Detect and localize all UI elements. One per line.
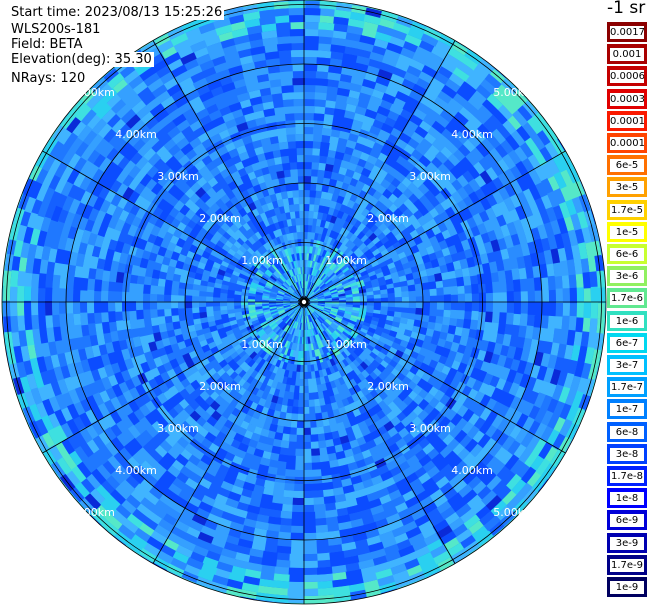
legend-item-label: 1e-6 <box>610 314 644 328</box>
range-ring-label: 5.00km <box>493 506 535 519</box>
field-cells <box>4 7 603 587</box>
range-ring-label: 5.00km <box>493 86 535 99</box>
legend-item: 6e-8 <box>607 421 647 442</box>
legend-item: 0.0006 <box>607 66 647 87</box>
legend-item: 3e-8 <box>607 443 647 464</box>
field-cells <box>9 0 604 604</box>
legend-item: 6e-9 <box>607 510 647 531</box>
range-ring-label: 3.00km <box>409 170 451 183</box>
legend-item: 1e-8 <box>607 488 647 509</box>
legend-item: 3e-6 <box>607 266 647 287</box>
legend-item-label: 6e-8 <box>610 425 644 439</box>
azimuth-spoke <box>42 301 305 454</box>
azimuth-spoke <box>303 150 566 303</box>
legend-item: 0.001 <box>607 44 647 65</box>
range-ring-labels: 1.00km 1.00km 1.00km 1.00km 2.00km 2.00km 2.00… <box>73 86 535 519</box>
legend-unit-label: -1 sr <box>607 0 646 18</box>
legend-item-label: 3e-9 <box>610 536 644 550</box>
legend-item-label: 1.7e-6 <box>610 292 644 306</box>
range-ring-label: 2.00km <box>367 380 409 393</box>
radar-origin-marker <box>298 296 310 308</box>
legend-item-label: 1.7e-5 <box>610 203 644 217</box>
legend-item: 3e-7 <box>607 355 647 375</box>
device-name-text: WLS200s-181 <box>11 22 101 37</box>
range-ring-label: 1.00km <box>241 254 283 267</box>
legend-item-label: 6e-5 <box>610 159 644 173</box>
legend-item-label: 0.0001 <box>610 137 644 150</box>
legend-item: 1e-7 <box>607 399 647 420</box>
range-ring-label: 3.00km <box>157 170 199 183</box>
legend-item: 6e-7 <box>607 332 647 353</box>
range-ring-label: 1.00km <box>241 338 283 351</box>
legend-item: 3e-9 <box>607 532 647 553</box>
legend-item-label: 6e-7 <box>610 336 644 350</box>
range-ring-label: 3.00km <box>157 422 199 435</box>
range-ring-label: 4.00km <box>115 128 157 141</box>
legend-item: 6e-6 <box>607 244 647 264</box>
legend-item-label: 3e-7 <box>610 359 644 372</box>
azimuth-spoke <box>152 301 305 564</box>
field-cells <box>3 8 604 601</box>
field-text: Field: BETA <box>11 37 83 52</box>
legend-item-label: 1e-5 <box>610 225 644 239</box>
range-ring-label: 2.00km <box>199 212 241 225</box>
legend-item: 0.0001 <box>607 133 647 153</box>
range-ring-label: 2.00km <box>367 212 409 225</box>
azimuth-spoke <box>152 40 305 303</box>
legend-item: 6e-5 <box>607 155 647 176</box>
nrays-text: NRays: 120 <box>11 71 86 86</box>
legend-item-label: 1e-7 <box>610 403 644 417</box>
start-time-text: Start time: 2023/08/13 15:25:26 <box>11 5 225 20</box>
range-ring-label: 4.00km <box>451 128 493 141</box>
range-ring-label: 2.00km <box>199 380 241 393</box>
range-ring-label: 5.00km <box>73 506 115 519</box>
legend-item: 0.00017 <box>607 110 647 131</box>
legend-item-label: 3e-6 <box>610 270 644 284</box>
range-ring-label: 4.00km <box>115 464 157 477</box>
range-ring-label: 1.00km <box>325 338 367 351</box>
legend-item-label: 6e-9 <box>610 514 644 528</box>
azimuth-spoke <box>42 150 305 303</box>
legend-item: 1e-6 <box>607 310 647 331</box>
azimuth-spoke <box>303 40 456 303</box>
range-ring-label: 1.00km <box>325 254 367 267</box>
legend-item-label: 6e-6 <box>610 248 644 261</box>
field-cells <box>6 1 592 586</box>
legend-item: 1e-9 <box>607 577 647 597</box>
field-cells <box>2 0 590 603</box>
legend-item-label: 1e-9 <box>610 581 644 594</box>
legend-item: 1e-5 <box>607 221 647 242</box>
azimuth-spoke <box>303 301 456 564</box>
legend-item: 1.7e-8 <box>607 466 647 486</box>
legend-item: 1.7e-5 <box>607 199 647 220</box>
legend-item-label: 1.7e-7 <box>610 381 644 395</box>
legend-item-label: 0.0017 <box>610 26 644 39</box>
legend-item: 1.7e-6 <box>607 288 647 309</box>
range-ring-label: 5.00km <box>73 86 115 99</box>
legend-item-label: 0.001 <box>610 48 644 62</box>
origin-marker-dot <box>301 299 307 305</box>
legend-item-label: 3e-5 <box>610 181 644 195</box>
elevation-text: Elevation(deg): 35.30 <box>11 52 154 67</box>
legend-item-label: 0.00017 <box>610 114 644 128</box>
legend-item: 0.0017 <box>607 22 647 42</box>
range-ring-label: 4.00km <box>451 464 493 477</box>
range-ring-label: 3.00km <box>409 422 451 435</box>
legend-item-label: 1e-8 <box>610 492 644 506</box>
legend-item: 1.7e-9 <box>607 554 647 575</box>
legend-item: 0.0003 <box>607 88 647 109</box>
legend-item-label: 3e-8 <box>610 447 644 461</box>
legend-item: 3e-5 <box>607 177 647 198</box>
azimuth-spoke <box>303 301 566 454</box>
legend-item-label: 1.7e-8 <box>610 470 644 483</box>
legend-item-label: 0.0006 <box>610 70 644 84</box>
legend-item-label: 1.7e-9 <box>610 558 644 572</box>
azimuth-spokes <box>2 0 606 604</box>
legend-item-label: 0.0003 <box>610 92 644 106</box>
legend-item: 1.7e-7 <box>607 377 647 398</box>
